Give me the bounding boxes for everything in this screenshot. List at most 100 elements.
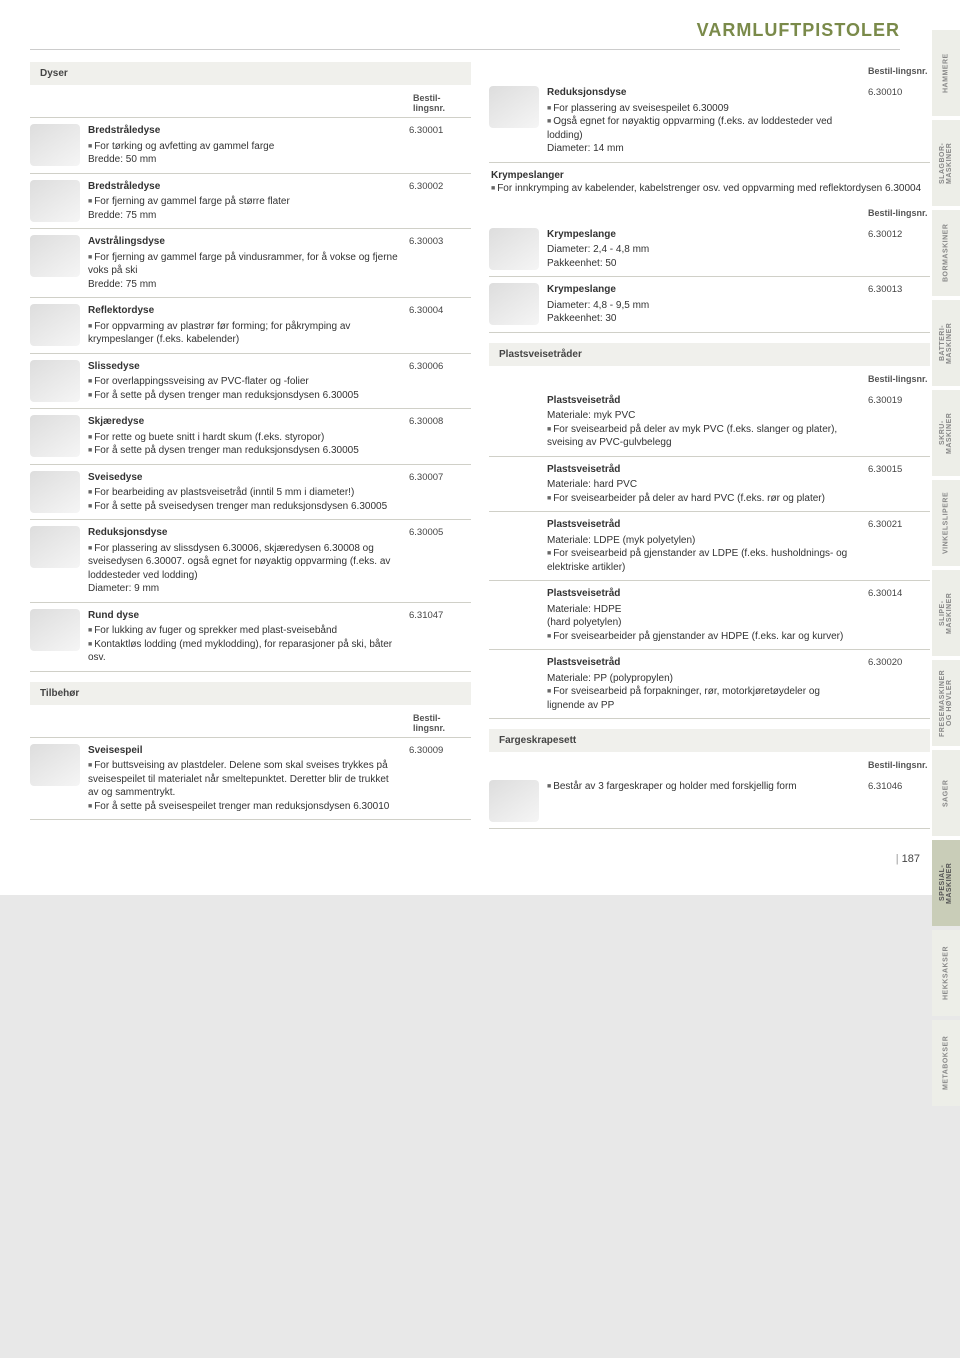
item-code: 6.30013 — [868, 283, 930, 326]
item-name: Krympeslange — [547, 283, 860, 297]
item-desc: BredstråledyseFor fjerning av gammel far… — [88, 180, 401, 223]
page-number: 187 — [30, 853, 920, 865]
right-top-list: Reduksjonsdyse For plassering av sveisesp… — [489, 80, 930, 163]
item-name: Bredstråledyse — [88, 180, 401, 194]
item-thumb — [489, 780, 539, 822]
item-bullet: For tørking og avfetting av gammel farge — [88, 140, 401, 154]
item-line: Materiale: PP (polypropylen) — [547, 672, 860, 686]
catalog-item: ReflektordyseFor oppvarming av plastrør … — [30, 298, 471, 354]
catalog-item: BredstråledyseFor fjerning av gammel far… — [30, 174, 471, 230]
item-name: Reduksjonsdyse — [88, 526, 401, 540]
side-tab[interactable]: BATTERI- MASKINER — [932, 300, 960, 386]
item-line: Materiale: myk PVC — [547, 409, 860, 423]
item-code: 6.30001 — [409, 124, 471, 167]
item-name: Plastsveisetråd — [547, 656, 860, 670]
side-tab[interactable]: SAGER — [932, 750, 960, 836]
catalog-item: Plastsveisetråd Materiale: PP (polypropyl… — [489, 650, 930, 719]
item-bullet: For plassering av sveisespeilet 6.30009 — [547, 102, 860, 116]
order-col-header: Bestil-lingsnr. — [868, 66, 930, 76]
side-tab[interactable]: FRESEMASKINER OG HØVLER — [932, 660, 960, 746]
item-name: Krympeslange — [547, 228, 860, 242]
side-tab[interactable]: HEKKSAKSER — [932, 930, 960, 1016]
item-code: 6.30015 — [868, 463, 930, 506]
side-tab[interactable]: SKRU- MASKINER — [932, 390, 960, 476]
item-name: Plastsveisetråd — [547, 463, 860, 477]
item-thumb — [489, 228, 539, 270]
item-desc: PlastsveisetrådMateriale: HDPE(hard poly… — [547, 587, 860, 643]
item-thumb — [30, 609, 80, 651]
item-code: 6.31047 — [409, 609, 471, 665]
item-line: Materiale: LDPE (myk polyetylen) — [547, 534, 860, 548]
item-code: 6.30014 — [868, 587, 930, 643]
side-tabs: HAMMERE SLAGBOR- MASKINER BORMASKINER BATTE… — [932, 30, 960, 1106]
item-extra: Diameter: 14 mm — [547, 142, 860, 156]
catalog-item: PlastsveisetrådMateriale: myk PVCFor sve… — [489, 388, 930, 457]
catalog-item: SkjæredyseFor rette og buete snitt i har… — [30, 409, 471, 465]
left-column: Dyser Bestil-lingsnr. BredstråledyseFor … — [30, 62, 471, 829]
item-bullet: For buttsveising av plastdeler. Delene s… — [88, 759, 401, 800]
item-extra: Pakkeenhet: 30 — [547, 312, 860, 326]
item-thumb — [489, 587, 539, 629]
item-extra: Bredde: 75 mm — [88, 278, 401, 292]
item-code: 6.30003 — [409, 235, 471, 291]
item-thumb — [489, 463, 539, 505]
item-bullet: For lukking av fuger og sprekker med pla… — [88, 624, 401, 638]
side-tab[interactable]: BORMASKINER — [932, 210, 960, 296]
order-col-header: Bestil-lingsnr. — [868, 760, 930, 770]
item-bullet: For å sette på sveisedysen trenger man r… — [88, 500, 401, 514]
item-bullet: For å sette på dysen trenger man reduksj… — [88, 389, 401, 403]
item-thumb — [30, 471, 80, 513]
tilbehor-list: SveisespeilFor buttsveising av plastdele… — [30, 738, 471, 821]
item-desc: AvstrålingsdyseFor fjerning av gammel fa… — [88, 235, 401, 291]
order-col-header: Bestil-lingsnr. — [868, 374, 930, 384]
side-tab[interactable]: SLAGBOR- MASKINER — [932, 120, 960, 206]
item-line: (hard polyetylen) — [547, 616, 860, 630]
section-plast-title: Plastsveisetråder — [489, 343, 930, 366]
item-code: 6.30019 — [868, 394, 930, 450]
side-tab[interactable]: VINKELSLIPERE — [932, 480, 960, 566]
item-thumb — [30, 124, 80, 166]
item-desc: Reduksjonsdyse For plassering av sveisesp… — [547, 86, 860, 156]
item-desc: SveisedyseFor bearbeiding av plastsveise… — [88, 471, 401, 514]
item-line: Materiale: HDPE — [547, 603, 860, 617]
item-extra: Diameter: 2,4 - 4,8 mm — [547, 243, 860, 257]
catalog-item: SveisedyseFor bearbeiding av plastsveise… — [30, 465, 471, 521]
item-thumb — [30, 180, 80, 222]
side-tab[interactable]: HAMMERE — [932, 30, 960, 116]
catalog-item: Reduksjonsdyse For plassering av slissdys… — [30, 520, 471, 603]
intro-bullet: For innkrymping av kabelender, kabelstre… — [491, 182, 928, 196]
item-thumb — [489, 656, 539, 698]
catalog-item: Reduksjonsdyse For plassering av sveisesp… — [489, 80, 930, 163]
catalog-item: PlastsveisetrådMateriale: hard PVCFor sv… — [489, 457, 930, 513]
section-tilbehor-title: Tilbehør — [30, 682, 471, 705]
krympeslanger-title: Krympeslanger — [491, 169, 928, 183]
item-desc: KrympeslangeDiameter: 2,4 - 4,8 mmPakkee… — [547, 228, 860, 271]
side-tab[interactable]: SLIPE- MASKINER — [932, 570, 960, 656]
item-desc: SlissedyseFor overlappingssveising av PV… — [88, 360, 401, 403]
item-thumb — [30, 526, 80, 568]
item-thumb — [489, 394, 539, 436]
item-desc: PlastsveisetrådMateriale: myk PVCFor sve… — [547, 394, 860, 450]
item-bullet: For å sette på sveisespeilet trenger man… — [88, 800, 401, 814]
item-desc: Reduksjonsdyse For plassering av slissdys… — [88, 526, 401, 596]
item-code: 6.30007 — [409, 471, 471, 514]
item-desc: ReflektordyseFor oppvarming av plastrør … — [88, 304, 401, 347]
main-columns: Dyser Bestil-lingsnr. BredstråledyseFor … — [30, 62, 930, 829]
item-code: 6.31046 — [868, 780, 930, 822]
side-tab[interactable]: METABOKSER — [932, 1020, 960, 1106]
item-thumb — [489, 518, 539, 560]
catalog-item: Krympeslange Diameter: 4,8 - 9,5 mmPakkee… — [489, 277, 930, 333]
item-extra: Pakkeenhet: 50 — [547, 257, 860, 271]
item-desc: BredstråledyseFor tørking og avfetting a… — [88, 124, 401, 167]
order-col-header: Bestil-lingsnr. — [409, 709, 471, 737]
dyser-list: Bredstråledyse For tørking og avfetting a… — [30, 118, 471, 672]
side-tab[interactable]: SPESIAL- MASKINER — [932, 840, 960, 926]
item-desc: PlastsveisetrådMateriale: hard PVCFor sv… — [547, 463, 860, 506]
plast-list: PlastsveisetrådMateriale: myk PVCFor sve… — [489, 388, 930, 720]
farge-list: Består av 3 fargeskraper og holder med f… — [489, 774, 930, 829]
item-bullet: For plassering av slissdysen 6.30006, sk… — [88, 542, 401, 583]
item-code: 6.30020 — [868, 656, 930, 712]
right-column: Bestil-lingsnr. Reduksjonsdyse For plasse… — [489, 62, 930, 829]
item-name: Reduksjonsdyse — [547, 86, 860, 100]
item-extra: Diameter: 4,8 - 9,5 mm — [547, 299, 860, 313]
